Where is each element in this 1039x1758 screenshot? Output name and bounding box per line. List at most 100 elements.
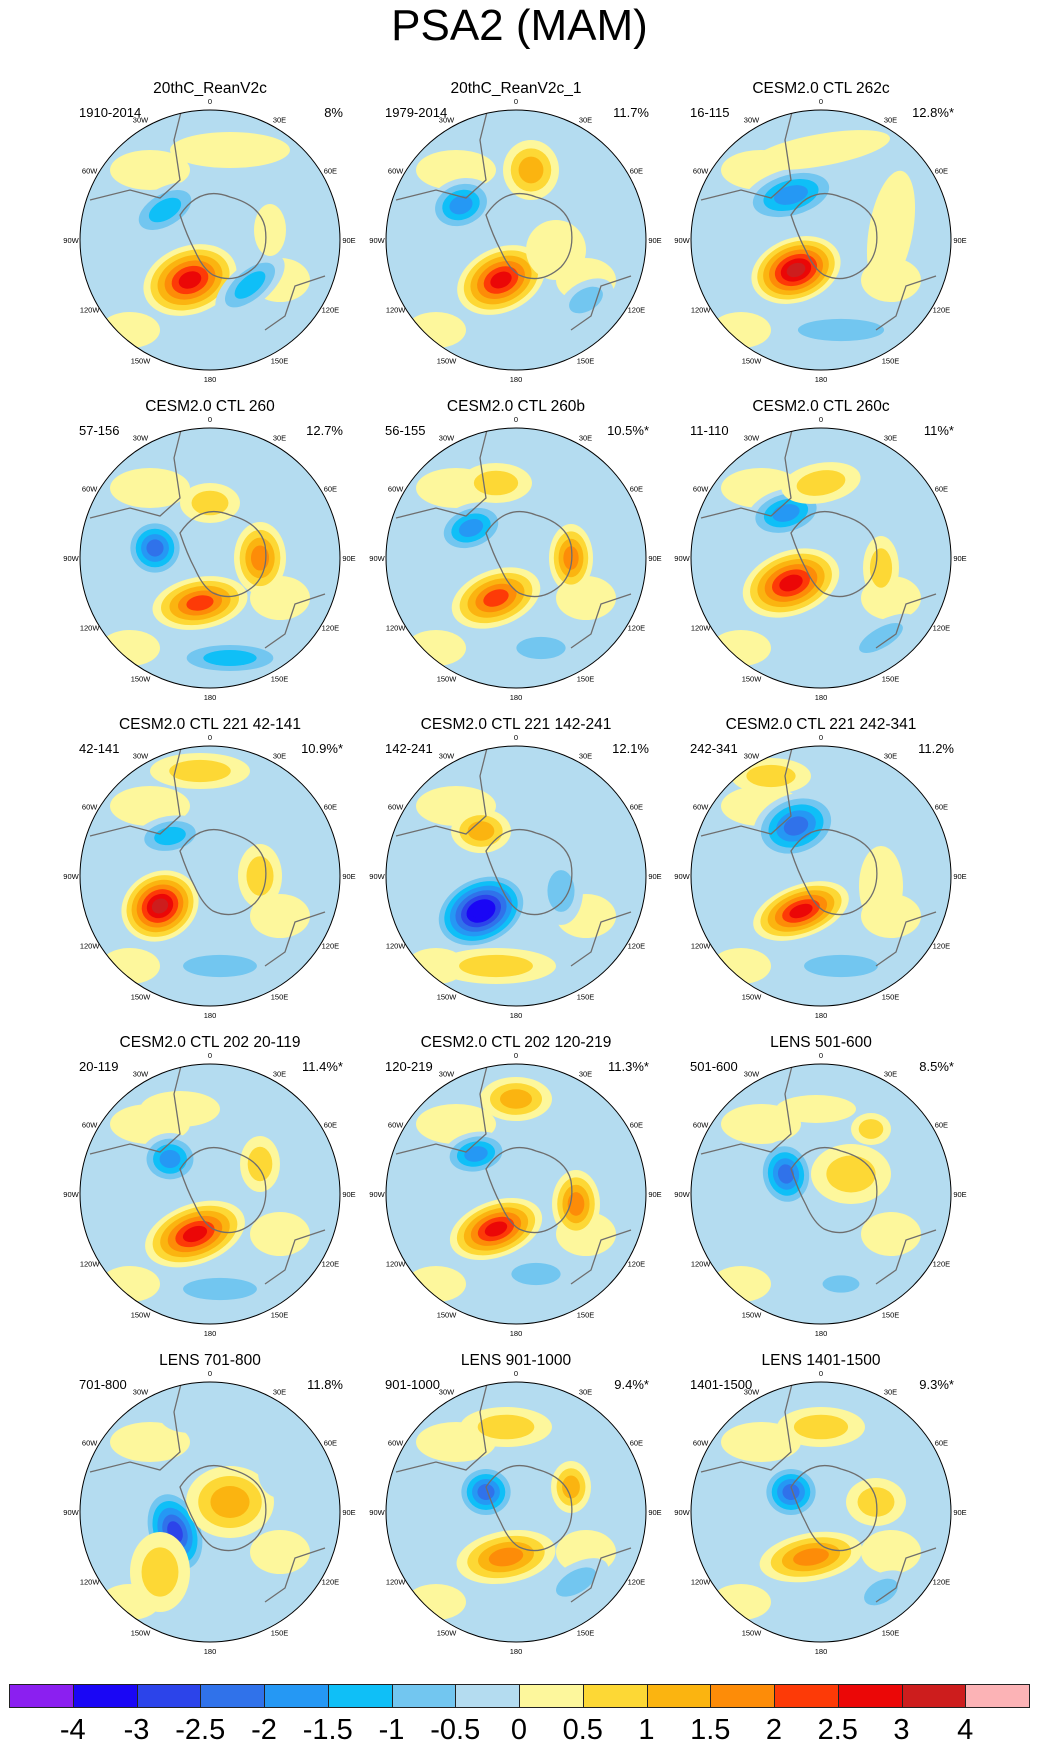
panel-variance: 11.3%* — [608, 1059, 649, 1074]
polar-map: 0 30E 60E 90E 120E 150E 180 150W 120W 90W 60W 30W — [369, 1051, 661, 1338]
lon-label: 90W — [674, 554, 690, 563]
map-boundary — [690, 745, 952, 1007]
colorbar-tick-label: 2 — [765, 1714, 783, 1746]
coastline — [485, 1464, 573, 1552]
lon-label: 30E — [884, 1070, 897, 1079]
contour-fill — [178, 271, 202, 289]
coastline — [570, 593, 632, 649]
lon-label: 150E — [577, 1628, 595, 1637]
colorbar-box — [901, 1684, 967, 1708]
lon-label: 150E — [577, 992, 595, 1001]
panel-period: 1979-2014 — [385, 105, 448, 120]
lon-label: 180 — [510, 1329, 523, 1338]
contour-fill — [473, 470, 519, 496]
lon-label: 60E — [630, 167, 643, 176]
colorbar-tick-label: 1.5 — [690, 1714, 731, 1746]
polar-map: 0 30E 60E 90E 120E 150E 180 150W 120W 90W 60W 30W — [674, 1369, 966, 1656]
contour-fill — [774, 185, 808, 205]
lon-label: 150E — [271, 356, 289, 365]
lon-label: 90W — [369, 554, 385, 563]
lon-label: 90E — [648, 1190, 661, 1199]
map-panel: LENS 701-800 701-800 11.8% 0 30E 60E 90E 120E 15… — [57, 1352, 363, 1656]
panel-title: CESM2.0 CTL 260 — [145, 398, 275, 415]
lon-label: 90E — [342, 1190, 355, 1199]
panel-title: LENS 901-1000 — [460, 1352, 572, 1369]
lon-label: 120E — [628, 1578, 646, 1587]
map-panel: CESM2.0 CTL 221 42-141 42-141 10.9%* 0 30E 60… — [57, 716, 363, 1020]
lon-label: 120W — [691, 1578, 712, 1587]
map-panel: 20thC_ReanV2c_1 1979-2014 11.7% 0 30E 60E 90E 1… — [363, 80, 669, 384]
colorbar-tick-label: -4 — [59, 1714, 86, 1746]
lon-label: 90W — [63, 554, 79, 563]
polar-map: 0 30E 60E 90E 120E 150E 180 150W 120W 90W 60W 30W — [674, 733, 966, 1020]
map-panel: CESM2.0 CTL 202 20-119 20-119 11.4%* 0 30E 60… — [57, 1034, 363, 1338]
contour-fill — [861, 1530, 921, 1574]
colorbar-tick-label: -0.5 — [430, 1714, 481, 1746]
coastline — [179, 510, 267, 598]
lon-label: 150W — [742, 674, 763, 683]
contour-fill — [786, 262, 806, 278]
coastline — [264, 911, 326, 967]
coastline — [89, 428, 185, 519]
colorbar-tick-label: -2.5 — [175, 1714, 226, 1746]
lon-label: 150E — [271, 674, 289, 683]
lon-label: 60E — [935, 803, 948, 812]
contour-fill — [776, 1095, 856, 1123]
coastline — [264, 1229, 326, 1285]
lon-label: 30W — [744, 752, 760, 761]
panel-title: CESM2.0 CTL 221 142-241 — [420, 716, 612, 733]
panel-variance: 11.4%* — [302, 1059, 343, 1074]
colorbar-box — [136, 1684, 202, 1708]
lon-label: 60E — [935, 1121, 948, 1130]
lon-label: 0 — [208, 733, 212, 742]
lon-label: 90E — [953, 236, 966, 245]
lon-label: 90E — [342, 1508, 355, 1517]
map-boundary — [690, 109, 952, 371]
colorbar-tick-label: -1 — [378, 1714, 405, 1746]
lon-label: 60E — [324, 167, 337, 176]
colorbar-box — [837, 1684, 903, 1708]
lon-label: 90W — [369, 872, 385, 881]
lon-label: 90E — [953, 1190, 966, 1199]
lon-label: 120W — [691, 306, 712, 315]
lon-label: 0 — [514, 415, 518, 424]
lon-label: 150E — [271, 1310, 289, 1319]
contour-fill — [191, 490, 229, 516]
lon-label: 180 — [815, 1011, 828, 1020]
lon-label: 180 — [510, 1011, 523, 1020]
contour-fill — [246, 856, 274, 896]
panel-variance: 8% — [324, 105, 343, 120]
panel-period: 901-1000 — [385, 1377, 440, 1392]
panel-title: LENS 701-800 — [159, 1352, 261, 1369]
lon-label: 120E — [933, 1578, 951, 1587]
contour-fill — [148, 197, 182, 223]
lon-label: 30E — [273, 434, 286, 443]
contour-fill — [859, 623, 903, 653]
contour-fill — [254, 204, 286, 256]
lon-label: 180 — [815, 1647, 828, 1656]
lon-label: 180 — [510, 1647, 523, 1656]
contour-fill — [146, 539, 164, 557]
coastline — [700, 428, 796, 519]
contour-fill — [782, 1484, 800, 1500]
polar-map: 0 30E 60E 90E 120E 150E 180 150W 120W 90W 60W 30W — [369, 1369, 661, 1656]
panel-title: CESM2.0 CTL 202 20-119 — [119, 1034, 301, 1051]
lon-label: 60W — [82, 803, 98, 812]
panel-variance: 10.9%* — [301, 741, 343, 756]
polar-map: 0 30E 60E 90E 120E 150E 180 150W 120W 90W 60W 30W — [369, 97, 661, 384]
lon-label: 60W — [693, 1121, 709, 1130]
lon-label: 150E — [271, 1628, 289, 1637]
lon-label: 90E — [953, 1508, 966, 1517]
lon-label: 120W — [691, 942, 712, 951]
contour-fill — [477, 1414, 535, 1440]
coastline — [264, 593, 326, 649]
contour-fill — [488, 1547, 524, 1567]
lon-label: 120E — [628, 306, 646, 315]
panel-title: LENS 501-600 — [770, 1034, 872, 1051]
lon-label: 60E — [324, 1439, 337, 1448]
lon-label: 120E — [628, 624, 646, 633]
polar-map: 0 30E 60E 90E 120E 150E 180 150W 120W 90W 60W 30W — [674, 415, 966, 702]
lon-label: 60E — [935, 485, 948, 494]
contour-fill — [160, 1401, 220, 1433]
